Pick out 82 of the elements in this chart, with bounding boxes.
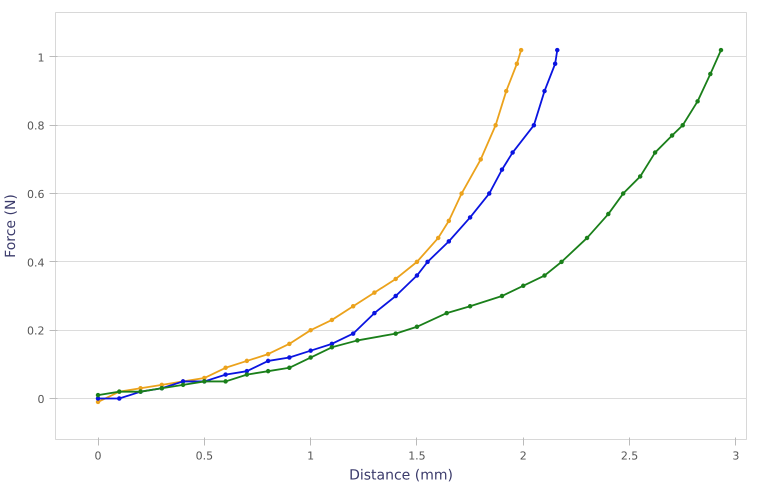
point	[500, 167, 504, 172]
x-tick-label: 0.5	[196, 450, 214, 462]
x-tick-label: 0	[94, 450, 102, 462]
point	[244, 372, 250, 377]
point	[459, 191, 464, 196]
point	[180, 382, 186, 388]
point	[652, 150, 658, 155]
point	[518, 48, 524, 52]
point	[266, 368, 270, 374]
point	[695, 99, 700, 104]
point	[414, 273, 420, 278]
point	[510, 150, 515, 155]
y-tick-label: 0.6	[27, 188, 45, 202]
point	[425, 260, 430, 264]
point	[638, 174, 642, 179]
point	[414, 260, 420, 264]
point	[393, 294, 398, 298]
point	[117, 396, 122, 401]
point	[96, 392, 100, 398]
point	[436, 236, 440, 240]
point	[372, 290, 377, 295]
y-tick-label: 0	[38, 393, 44, 406]
y-tick-label: 0.2	[27, 324, 45, 338]
point	[521, 284, 526, 288]
point	[444, 310, 449, 316]
point	[202, 376, 207, 380]
point	[680, 122, 685, 128]
point	[486, 191, 492, 196]
point	[330, 318, 334, 322]
x-tick-label: 3	[732, 450, 740, 462]
point	[620, 191, 626, 196]
x-axis-title: Distance (mm)	[349, 468, 453, 484]
point	[670, 133, 674, 138]
point	[223, 372, 228, 377]
point	[532, 122, 536, 128]
point	[350, 304, 356, 309]
point	[266, 358, 270, 364]
point	[446, 218, 452, 224]
point	[542, 88, 547, 94]
point	[244, 368, 250, 374]
point	[718, 48, 724, 52]
point	[493, 122, 498, 128]
point	[223, 379, 228, 384]
point	[478, 157, 483, 162]
point	[393, 276, 398, 282]
point	[287, 366, 292, 370]
x-tick-label: 2	[520, 450, 527, 462]
x-tick-label: 1	[307, 450, 314, 462]
point	[244, 358, 250, 364]
x-tick-label: 1.5	[408, 450, 426, 462]
x-tick-label: 2.5	[620, 450, 638, 462]
point	[393, 331, 398, 336]
point	[708, 72, 713, 76]
point	[514, 61, 520, 66]
point	[308, 355, 313, 360]
y-tick-label: 1	[38, 51, 44, 64]
point	[308, 328, 313, 332]
point	[372, 310, 377, 316]
point	[542, 273, 547, 278]
point	[555, 48, 560, 52]
point	[606, 212, 611, 216]
y-tick-label: 0.4	[27, 256, 45, 270]
point	[584, 236, 590, 240]
point	[287, 355, 292, 360]
point	[330, 345, 334, 350]
point	[468, 304, 472, 309]
point	[266, 352, 270, 356]
point	[308, 348, 313, 353]
point	[468, 215, 472, 220]
point	[552, 61, 558, 66]
point	[504, 88, 508, 94]
point	[559, 260, 564, 264]
point	[446, 239, 452, 244]
point	[330, 342, 334, 346]
point	[500, 294, 504, 298]
point	[414, 324, 420, 330]
point	[223, 366, 228, 370]
point	[355, 338, 360, 343]
y-axis-title: Force (N)	[3, 194, 20, 258]
y-tick-label: 0.8	[27, 120, 45, 133]
point	[350, 331, 356, 336]
point	[287, 342, 292, 346]
